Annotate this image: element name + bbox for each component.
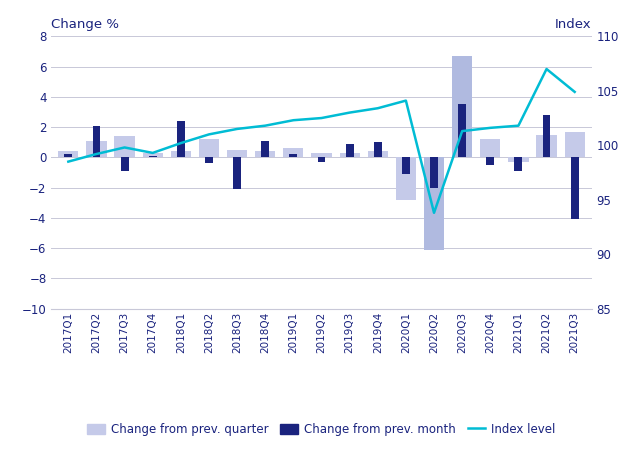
Bar: [114, 136, 135, 158]
Bar: [233, 158, 241, 189]
Bar: [402, 158, 410, 174]
Legend: Change from prev. quarter, Change from prev. month, Index level: Change from prev. quarter, Change from p…: [83, 418, 560, 440]
Bar: [424, 158, 444, 250]
Bar: [149, 156, 157, 158]
Bar: [227, 150, 247, 158]
Bar: [536, 135, 557, 158]
Bar: [571, 158, 579, 219]
Text: Change %: Change %: [51, 18, 120, 31]
Bar: [284, 148, 303, 158]
Bar: [480, 139, 500, 158]
Bar: [58, 151, 78, 158]
Bar: [177, 121, 185, 158]
Bar: [318, 158, 325, 162]
Bar: [396, 158, 416, 200]
Bar: [205, 158, 213, 163]
Bar: [374, 142, 382, 158]
Bar: [171, 151, 191, 158]
Bar: [255, 151, 275, 158]
Bar: [143, 153, 163, 158]
Bar: [430, 158, 438, 188]
Bar: [93, 126, 100, 158]
Bar: [86, 141, 107, 158]
Bar: [458, 104, 466, 158]
Bar: [346, 144, 354, 158]
Text: Index: Index: [555, 18, 592, 31]
Bar: [261, 141, 269, 158]
Bar: [340, 153, 360, 158]
Bar: [452, 56, 473, 158]
Bar: [565, 132, 585, 158]
Bar: [311, 153, 332, 158]
Bar: [424, 158, 444, 250]
Bar: [64, 154, 72, 158]
Bar: [289, 154, 297, 158]
Bar: [121, 158, 129, 171]
Bar: [514, 158, 522, 171]
Bar: [486, 158, 494, 165]
Bar: [452, 56, 473, 158]
Bar: [368, 151, 388, 158]
Bar: [509, 158, 529, 162]
Bar: [199, 139, 219, 158]
Bar: [543, 115, 550, 158]
